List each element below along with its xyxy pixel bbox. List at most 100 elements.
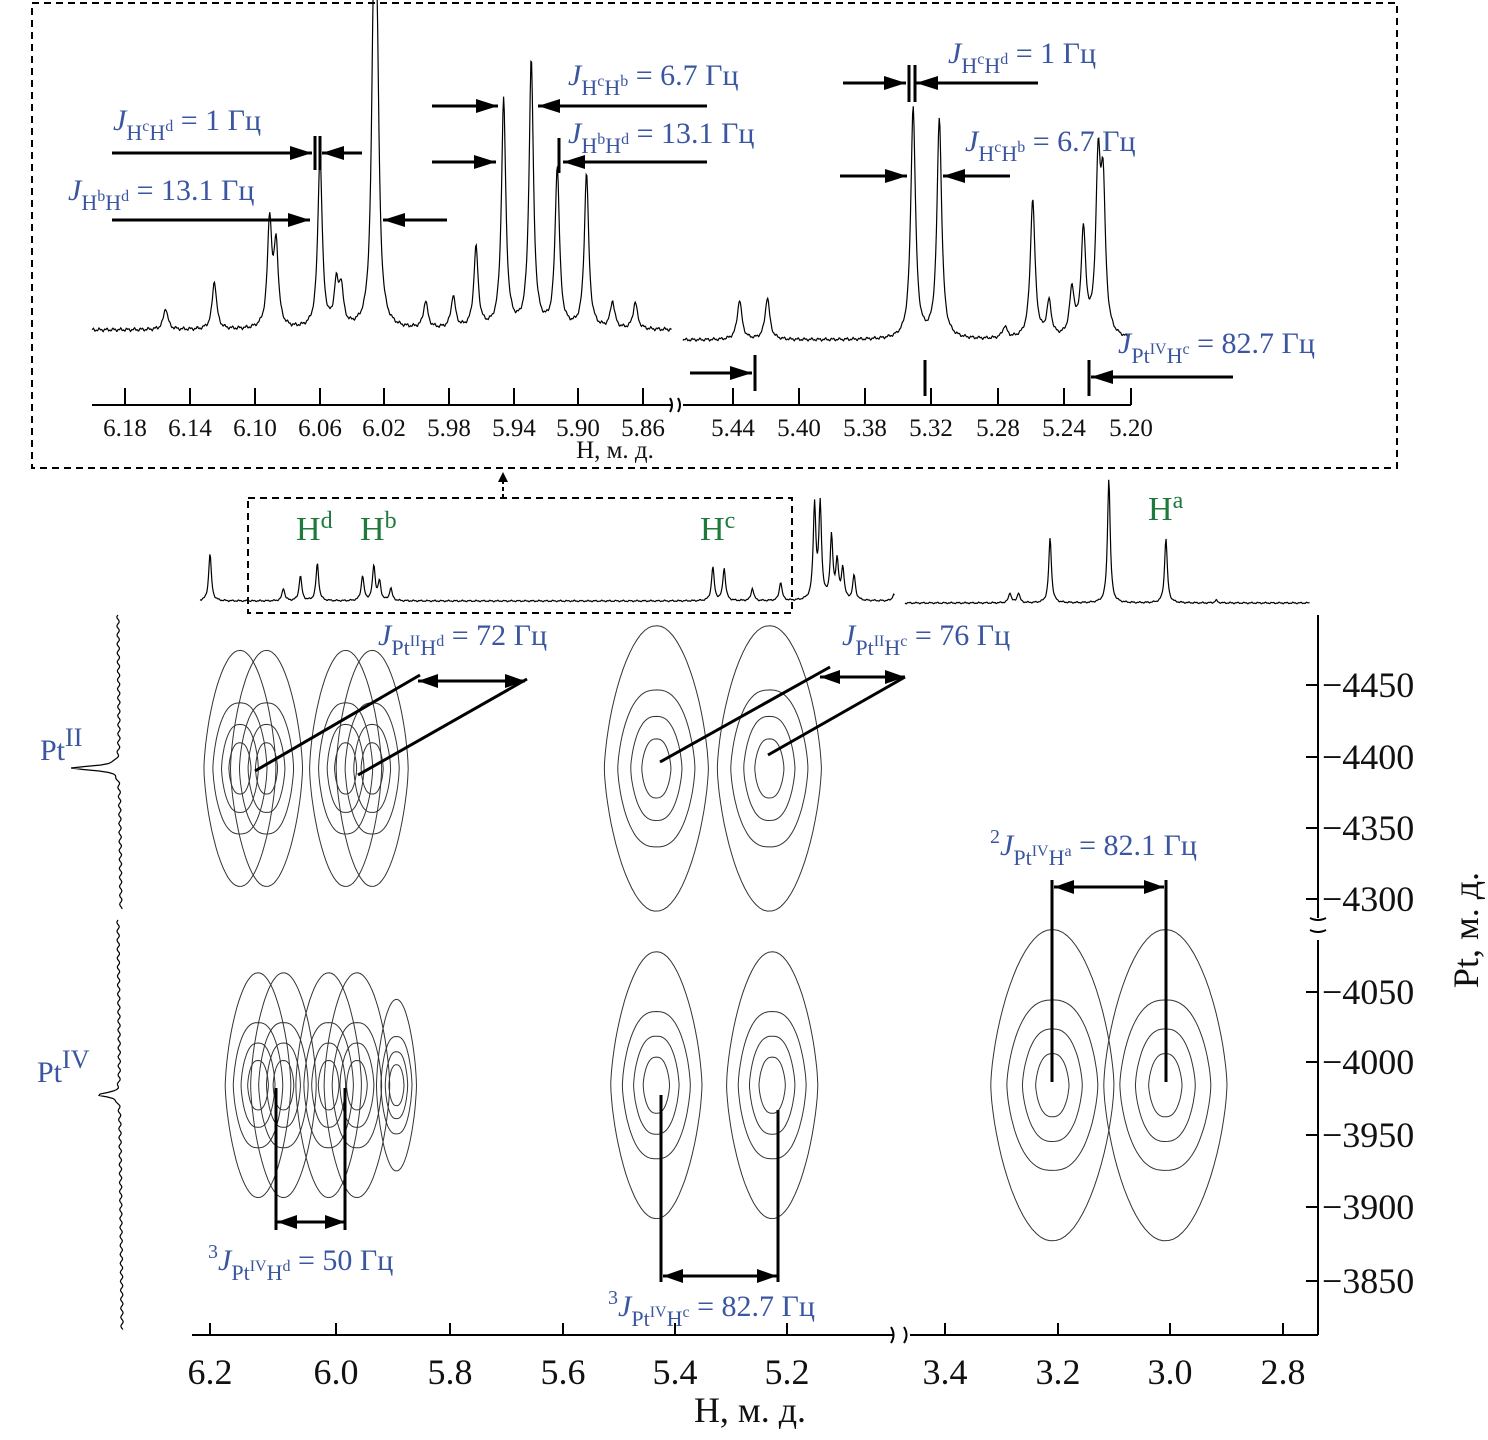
arrowhead-icon bbox=[663, 1269, 683, 1283]
label-sup: II bbox=[65, 723, 82, 752]
subscript: Pt bbox=[1013, 845, 1031, 870]
subscript: H bbox=[81, 190, 97, 215]
subscript: H bbox=[1001, 141, 1017, 166]
tick-label: 6.14 bbox=[168, 415, 212, 442]
subscript: Pt bbox=[855, 635, 873, 660]
cross-peak bbox=[203, 649, 277, 887]
inset-frame bbox=[31, 2, 1398, 469]
value-text: = 72 Гц bbox=[444, 619, 547, 652]
tick-label: 5.98 bbox=[427, 415, 471, 442]
tick-label: 5.38 bbox=[843, 415, 887, 442]
contour-level bbox=[224, 972, 292, 1199]
tick-label: 5.86 bbox=[621, 415, 665, 442]
contour-level bbox=[353, 723, 392, 813]
leader-line bbox=[254, 673, 421, 773]
contour-level bbox=[610, 951, 703, 1220]
contour-level bbox=[250, 972, 317, 1199]
arrowhead-icon bbox=[288, 213, 310, 227]
subscript: H bbox=[581, 75, 597, 100]
subscript: Pt bbox=[231, 1260, 249, 1285]
contour-level bbox=[247, 1059, 269, 1111]
cross-peak bbox=[716, 625, 822, 912]
leader-line bbox=[659, 665, 831, 764]
contour-level bbox=[630, 715, 683, 822]
cross-peak bbox=[335, 649, 409, 887]
cross-peak bbox=[229, 649, 303, 887]
subscript-sup: d bbox=[121, 188, 129, 205]
subscript-sup: b bbox=[597, 131, 605, 148]
contour-level bbox=[384, 1051, 409, 1120]
arrowhead-icon bbox=[418, 674, 438, 688]
coupling-annotation: JPtIIHd = 72 Гц bbox=[378, 619, 547, 660]
subscript: H bbox=[126, 120, 142, 145]
coupling-annotation: 2JPtIVHa = 82.1 Гц bbox=[990, 826, 1197, 870]
j-symbol: J bbox=[568, 59, 583, 92]
y-tick-label: −4450 bbox=[1322, 665, 1414, 705]
tick-label: 5.40 bbox=[777, 415, 821, 442]
label-sup: c bbox=[725, 508, 736, 534]
subscript: H bbox=[581, 133, 597, 158]
j-symbol: J bbox=[1000, 829, 1015, 862]
y-tick-label: −3850 bbox=[1322, 1261, 1414, 1301]
main-trace-left bbox=[199, 497, 895, 603]
value-text: = 6.7 Гц bbox=[1025, 125, 1135, 158]
contour-level bbox=[754, 738, 785, 799]
label-main: H bbox=[360, 511, 385, 548]
subscript-sup: c bbox=[682, 1304, 689, 1321]
coupling-annotation: JHbHd = 13.1 Гц bbox=[68, 174, 254, 215]
subscript: Pt bbox=[1131, 343, 1149, 368]
x-tick-label: 5.8 bbox=[428, 1352, 473, 1392]
contour-level bbox=[317, 1059, 340, 1111]
arrowhead-icon bbox=[563, 155, 585, 169]
main-axes bbox=[192, 615, 1319, 1336]
contour-level bbox=[344, 702, 400, 835]
contour-level bbox=[737, 1010, 807, 1160]
contour-level bbox=[1021, 1028, 1083, 1143]
main-1d-spectrum: Hd Hb Hc Ha bbox=[199, 479, 1310, 605]
contour-level bbox=[272, 1059, 295, 1111]
contour-level bbox=[326, 723, 365, 813]
j-symbol: J bbox=[218, 1244, 233, 1277]
signal-label-a: Ha bbox=[1148, 488, 1184, 528]
arrowhead-icon bbox=[757, 1269, 777, 1283]
subscript-sup: c bbox=[597, 73, 604, 90]
j-symbol: J bbox=[842, 619, 857, 652]
cross-peak bbox=[1103, 929, 1228, 1242]
arrowhead-icon bbox=[885, 670, 905, 684]
label-sup: IV bbox=[62, 1045, 90, 1074]
contour-level bbox=[228, 742, 252, 795]
x-tick-label: 3.4 bbox=[923, 1352, 968, 1392]
contour-level bbox=[258, 1022, 309, 1149]
coupling-annotation: JPtIIHc = 76 Гц bbox=[842, 619, 1010, 660]
inset-spectrum: 6.18 6.14 6.10 6.06 6.02 5.98 5.94 5.90 5.86 5.44… bbox=[91, 0, 1153, 442]
arrowhead-icon bbox=[277, 1215, 297, 1229]
subscript-sup: II bbox=[874, 633, 885, 650]
contour-level bbox=[220, 723, 259, 813]
contour-level bbox=[1006, 999, 1099, 1171]
subscript-sup: IV bbox=[1150, 341, 1167, 358]
contour-level bbox=[603, 625, 709, 912]
subscript-sup: IV bbox=[250, 1258, 267, 1275]
subscript: H bbox=[984, 53, 1000, 78]
contour-level bbox=[239, 702, 294, 835]
j-symbol: J bbox=[378, 619, 393, 652]
arrowhead-icon bbox=[383, 213, 405, 227]
cross-peak bbox=[250, 972, 317, 1199]
value-text: = 82.1 Гц bbox=[1072, 829, 1197, 862]
x-tick-label: 3.0 bbox=[1148, 1352, 1193, 1392]
contour-level bbox=[232, 1022, 284, 1149]
coupling-annotation: JHcHd = 1 Гц bbox=[948, 37, 1096, 78]
value-text: = 1 Гц bbox=[173, 104, 261, 137]
label-main: Pt bbox=[37, 1056, 63, 1089]
inset-trace-left bbox=[91, 0, 672, 333]
x-tick-label: 5.6 bbox=[541, 1352, 586, 1392]
subscript: H bbox=[267, 1260, 283, 1285]
contour-level bbox=[1103, 929, 1228, 1242]
value-text: = 13.1 Гц bbox=[129, 174, 254, 207]
subscript-sup: c bbox=[1182, 341, 1189, 358]
coupling-annotation: JHcHb = 6.7 Гц bbox=[965, 125, 1136, 166]
contour-level bbox=[240, 1042, 276, 1128]
j-symbol: J bbox=[568, 117, 583, 150]
y-tick-label: −4000 bbox=[1322, 1042, 1414, 1082]
